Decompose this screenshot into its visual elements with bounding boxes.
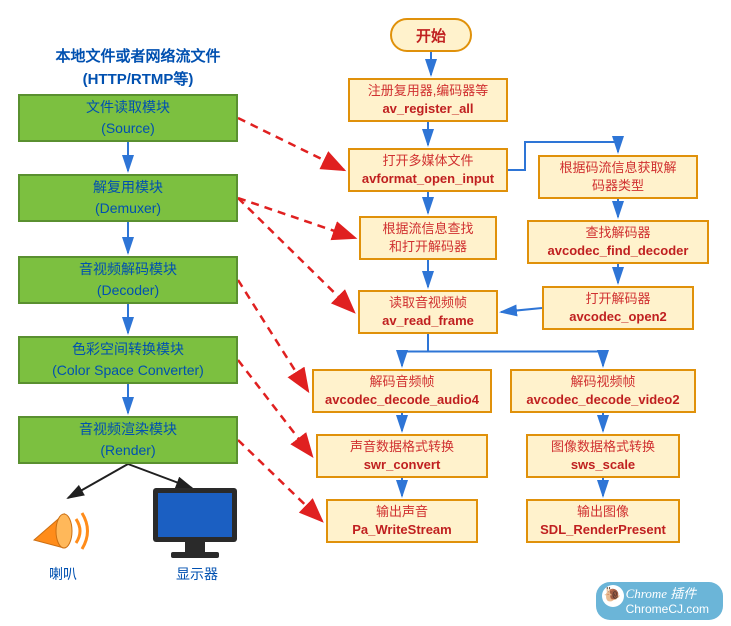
yellow-register-cn: 注册复用器,编码器等 [368, 82, 489, 100]
title-line1: 本地文件或者网络流文件 [55, 48, 220, 65]
green-source: 文件读取模块(Source) [18, 94, 238, 142]
yellow-dec_video-en: avcodec_decode_video2 [526, 391, 679, 409]
yellow-sdl_present: 输出图像SDL_RenderPresent [526, 499, 680, 543]
left-title: 本地文件或者网络流文件 (HTTP/RTMP等) [38, 46, 238, 91]
watermark-line1: Chrome 插件 [626, 586, 709, 602]
watermark-badge: Chrome 插件 ChromeCJ.com [596, 582, 723, 620]
yellow-sws-cn: 图像数据格式转换 [551, 438, 655, 456]
green-render: 音视频渲染模块(Render) [18, 416, 238, 464]
speaker-label: 喇叭 [38, 564, 88, 584]
yellow-find_dec-cn: 查找解码器 [585, 224, 650, 242]
monitor-label: 显示器 [162, 564, 232, 584]
yellow-register: 注册复用器,编码器等av_register_all [348, 78, 508, 122]
yellow-read_frame: 读取音视频帧av_read_frame [358, 290, 498, 334]
yellow-sdl_present-cn: 输出图像 [577, 503, 629, 521]
yellow-sdl_present-en: SDL_RenderPresent [540, 521, 666, 539]
yellow-register-en: av_register_all [382, 100, 473, 118]
yellow-dec_video: 解码视频帧avcodec_decode_video2 [510, 369, 696, 413]
yellow-sws-en: sws_scale [571, 456, 635, 474]
title-line2: (HTTP/RTMP等) [83, 71, 194, 88]
yellow-dec_audio-cn: 解码音频帧 [369, 373, 434, 391]
snail-icon [602, 585, 624, 607]
green-demuxer-cn: 解复用模块 [93, 177, 163, 198]
yellow-read_frame-en: av_read_frame [382, 312, 474, 330]
yellow-read_frame-cn: 读取音视频帧 [389, 294, 467, 312]
start-label: 开始 [416, 25, 446, 46]
green-demuxer: 解复用模块(Demuxer) [18, 174, 238, 222]
green-csc-cn: 色彩空间转换模块 [72, 339, 184, 360]
yellow-pa_write-en: Pa_WriteStream [352, 521, 451, 539]
watermark-line2: ChromeCJ.com [626, 602, 709, 616]
yellow-find_stream: 根据流信息查找和打开解码器 [359, 216, 497, 260]
yellow-dec_video-cn: 解码视频帧 [570, 373, 635, 391]
green-demuxer-en: (Demuxer) [95, 198, 161, 219]
speaker-icon [28, 494, 98, 558]
yellow-open_dec-cn: 打开解码器 [585, 290, 650, 308]
yellow-pa_write-cn: 输出声音 [376, 503, 428, 521]
green-render-en: (Render) [100, 440, 155, 461]
green-decoder-cn: 音视频解码模块 [79, 259, 177, 280]
yellow-sws: 图像数据格式转换sws_scale [526, 434, 680, 478]
green-csc-en: (Color Space Converter) [52, 360, 204, 381]
yellow-find_dec: 查找解码器avcodec_find_decoder [527, 220, 709, 264]
green-source-en: (Source) [101, 118, 155, 139]
yellow-swr: 声音数据格式转换swr_convert [316, 434, 488, 478]
green-csc: 色彩空间转换模块(Color Space Converter) [18, 336, 238, 384]
yellow-dec_audio: 解码音频帧avcodec_decode_audio4 [312, 369, 492, 413]
yellow-open_dec-en: avcodec_open2 [569, 308, 667, 326]
monitor-icon [145, 484, 245, 564]
green-decoder: 音视频解码模块(Decoder) [18, 256, 238, 304]
yellow-swr-cn: 声音数据格式转换 [350, 438, 454, 456]
yellow-stream_type: 根据码流信息获取解码器类型 [538, 155, 698, 199]
yellow-open_input-en: avformat_open_input [362, 170, 494, 188]
green-source-cn: 文件读取模块 [86, 97, 170, 118]
start-pill: 开始 [390, 18, 472, 52]
yellow-find_dec-en: avcodec_find_decoder [548, 242, 689, 260]
yellow-dec_audio-en: avcodec_decode_audio4 [325, 391, 479, 409]
green-render-cn: 音视频渲染模块 [79, 419, 177, 440]
green-decoder-en: (Decoder) [97, 280, 159, 301]
yellow-stream_type-cn: 根据码流信息获取解码器类型 [559, 159, 676, 195]
yellow-open_dec: 打开解码器avcodec_open2 [542, 286, 694, 330]
yellow-open_input: 打开多媒体文件avformat_open_input [348, 148, 508, 192]
yellow-swr-en: swr_convert [364, 456, 441, 474]
yellow-find_stream-cn: 根据流信息查找和打开解码器 [382, 220, 473, 256]
yellow-open_input-cn: 打开多媒体文件 [382, 152, 473, 170]
yellow-pa_write: 输出声音Pa_WriteStream [326, 499, 478, 543]
